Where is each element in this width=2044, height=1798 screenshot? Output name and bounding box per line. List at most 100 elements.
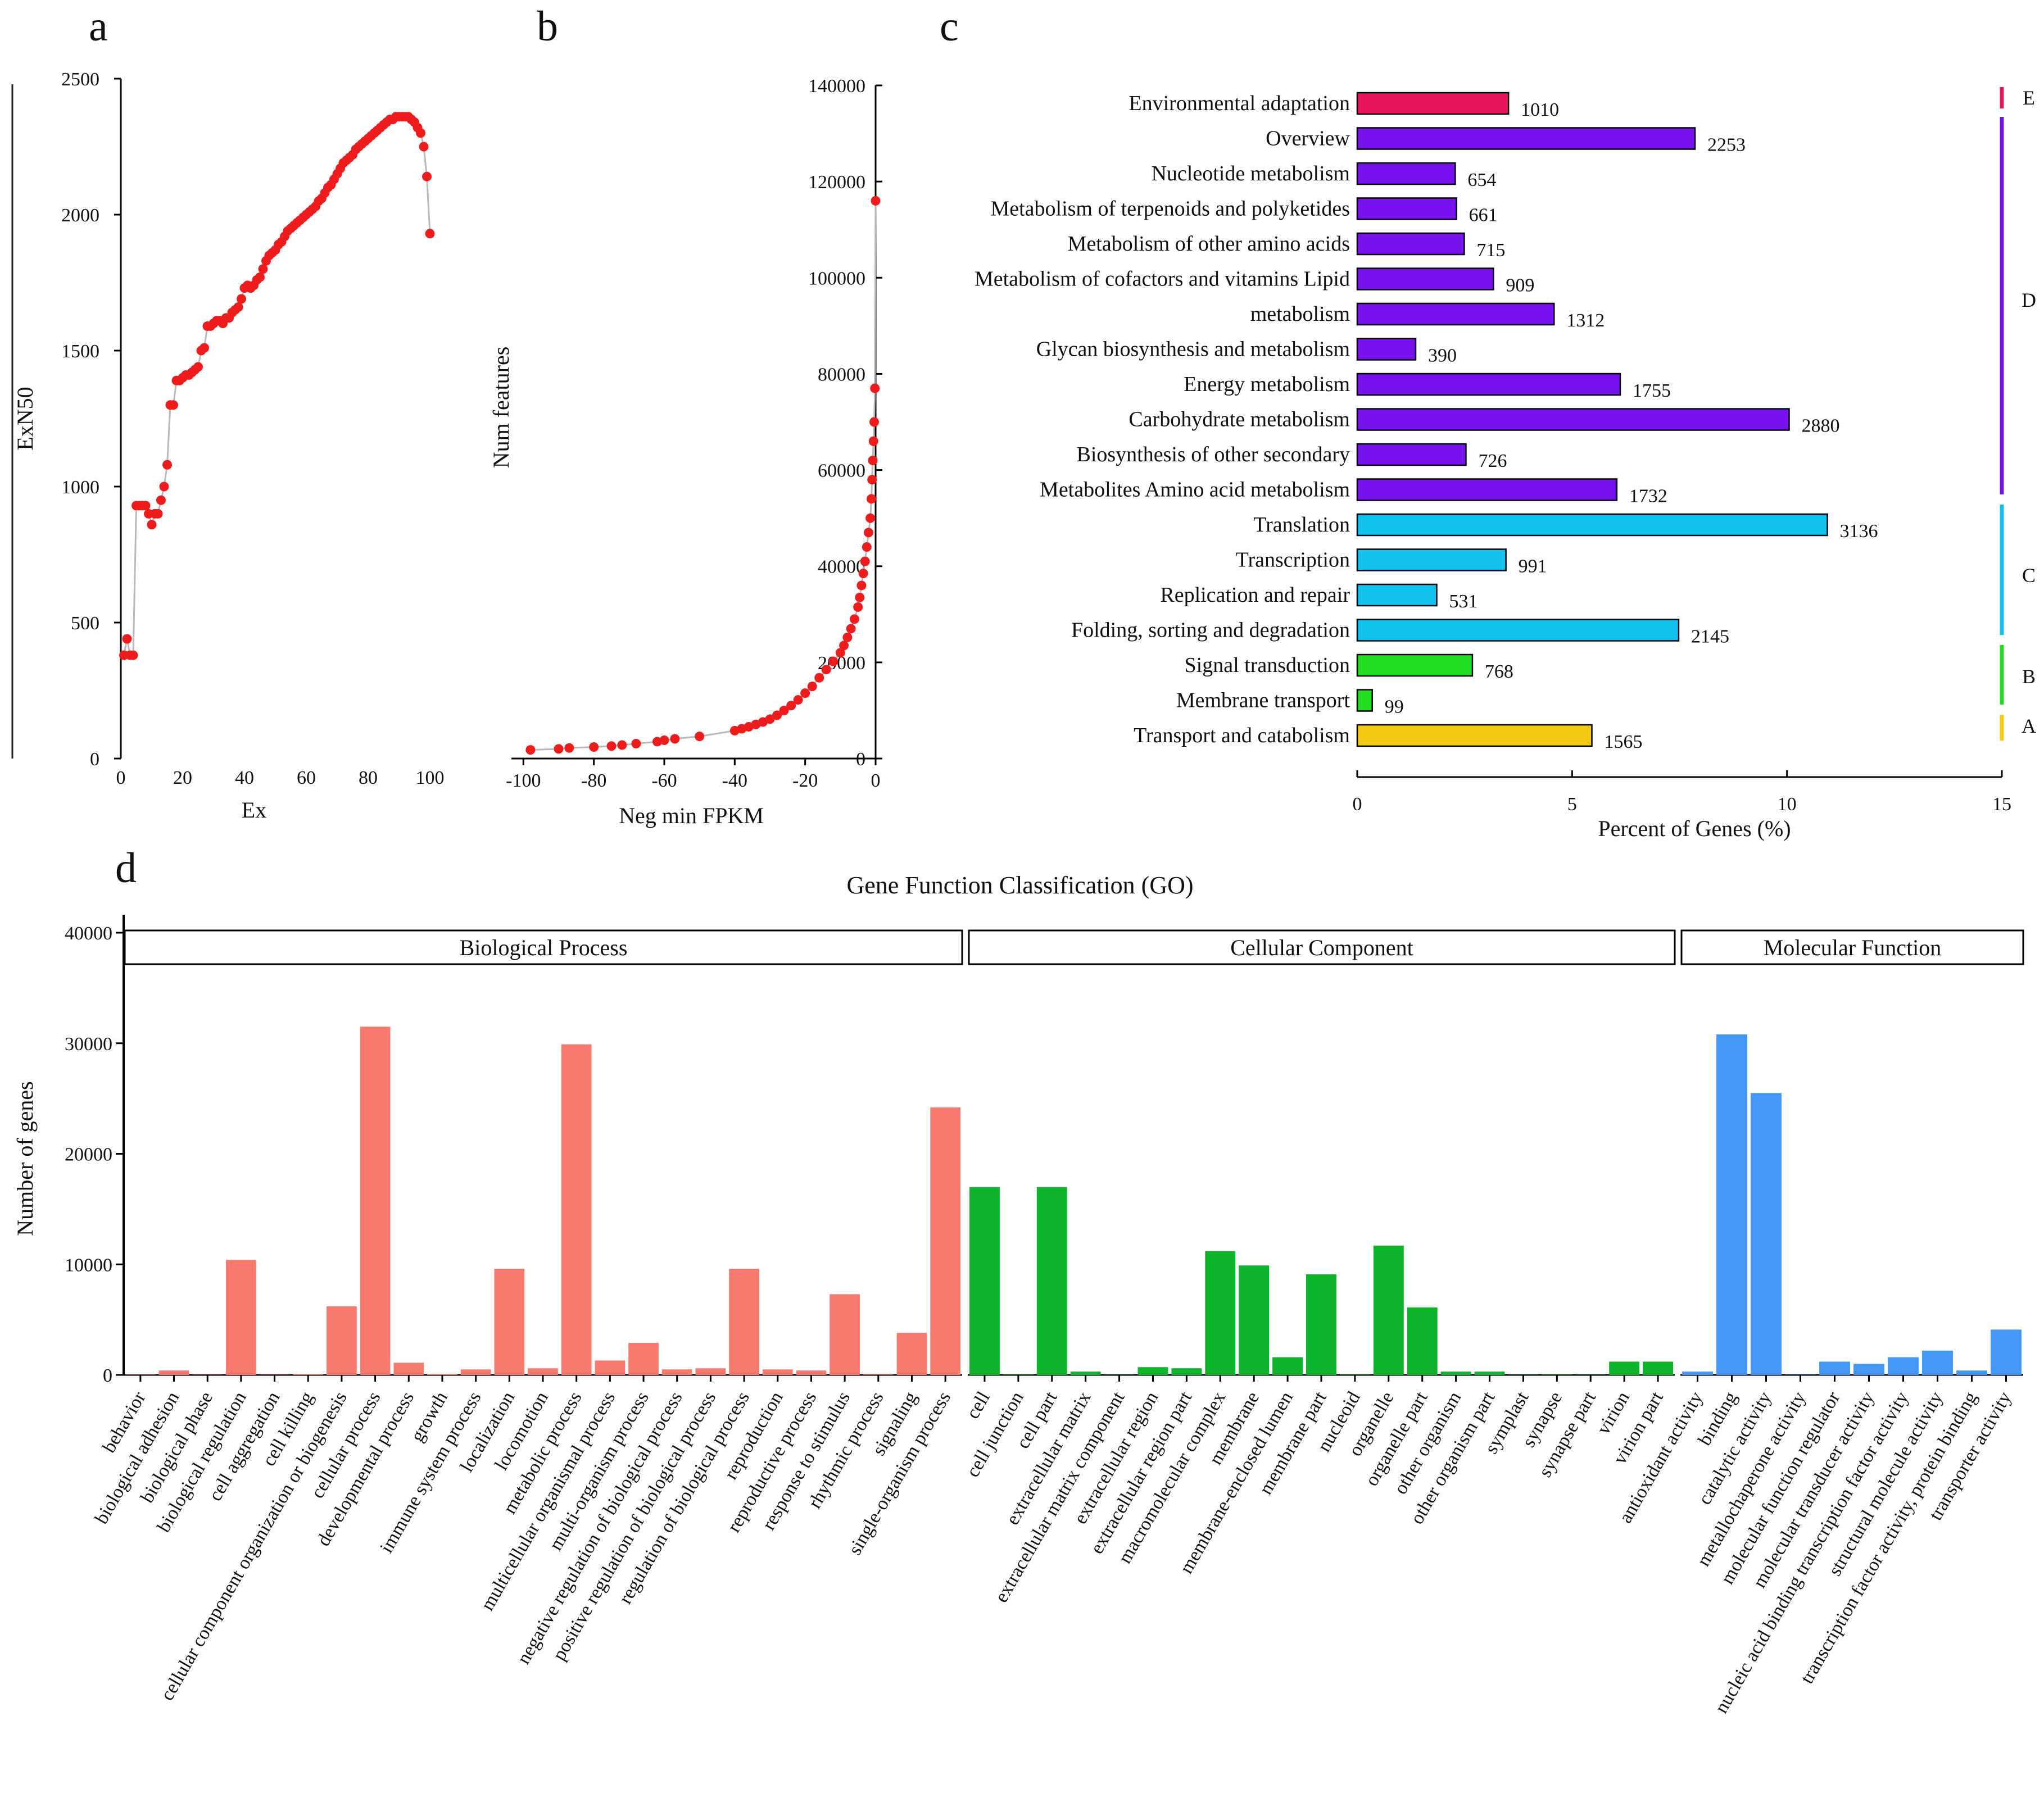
b-data-point: [870, 383, 880, 393]
c-category-label: Folding, sorting and degradation: [1071, 619, 1350, 642]
c-value-label: 991: [1519, 556, 1547, 577]
d-chart-title: Gene Function Classification (GO): [846, 871, 1193, 899]
a-data-point: [233, 302, 243, 312]
a-x-tick-label: 20: [173, 768, 192, 788]
d-bar: [1373, 1245, 1404, 1375]
c-value-label: 1565: [1605, 732, 1643, 752]
d-bar: [1991, 1329, 2022, 1375]
a-y-axis-title: ExN50: [12, 387, 38, 450]
panel-b-num-features-chart: 020000400006000080000100000120000140000-…: [488, 76, 882, 828]
a-data-point: [419, 142, 429, 152]
c-x-tick-label: 0: [1353, 794, 1362, 815]
b-data-point: [814, 673, 824, 683]
a-data-point: [128, 650, 138, 660]
c-bar: [1356, 373, 1621, 396]
d-bar: [1609, 1361, 1640, 1375]
c-category-label: Translation: [1253, 513, 1350, 537]
b-data-point: [849, 614, 859, 624]
d-y-tick-label: 40000: [65, 923, 112, 944]
d-bar: [1440, 1372, 1471, 1375]
b-data-point: [868, 436, 878, 446]
c-value-label: 726: [1478, 451, 1507, 471]
a-x-tick-label: 40: [235, 768, 254, 788]
panel-letter-c: c: [940, 3, 959, 50]
d-bar: [125, 1374, 156, 1375]
c-value-label: 1732: [1629, 486, 1667, 507]
d-bar: [226, 1260, 256, 1375]
c-category-label: Metabolism of terpenoids and polyketides: [990, 197, 1350, 221]
c-bar: [1356, 267, 1494, 290]
d-bar: [528, 1368, 558, 1375]
d-bar: [1542, 1374, 1572, 1375]
a-series-line: [123, 116, 431, 656]
c-category-label: Metabolites Amino acid metabolism: [1040, 478, 1350, 502]
b-data-point: [860, 556, 870, 566]
d-bar: [1407, 1307, 1438, 1375]
b-data-point: [858, 569, 868, 579]
c-bar: [1356, 443, 1467, 466]
c-bar: [1356, 513, 1828, 537]
c-x-tick-label: 10: [1778, 794, 1797, 815]
d-bar: [896, 1333, 927, 1375]
b-x-axis-title: Neg min FPKM: [619, 803, 764, 828]
b-data-point: [855, 592, 865, 602]
d-bar: [1306, 1274, 1336, 1375]
d-bar: [1137, 1367, 1168, 1375]
b-data-point: [853, 602, 863, 612]
b-data-point: [871, 196, 881, 206]
c-group-label: B: [2022, 665, 2036, 688]
c-value-label: 99: [1385, 697, 1404, 718]
d-bar: [158, 1370, 189, 1375]
c-category-label: Glycan biosynthesis and metabolism: [1036, 338, 1350, 361]
d-facet-label: Cellular Component: [1230, 935, 1413, 960]
b-data-point: [867, 475, 877, 485]
a-y-tick-label: 2500: [61, 69, 99, 90]
d-facet-strip: [968, 929, 1676, 965]
b-data-point: [835, 648, 845, 658]
c-category-label: Nucleotide metabolism: [1151, 162, 1350, 185]
d-bar: [1171, 1368, 1202, 1375]
b-data-point: [807, 682, 817, 692]
c-bar: [1356, 583, 1438, 607]
d-bar: [729, 1269, 759, 1375]
b-x-tick-label: -20: [792, 770, 818, 791]
c-category-label: Biosynthesis of other secondary: [1076, 443, 1350, 466]
b-data-point: [765, 714, 775, 724]
a-y-tick-label: 500: [71, 613, 99, 634]
a-x-tick-label: 80: [359, 768, 378, 788]
d-bar: [1205, 1251, 1236, 1375]
d-bar: [561, 1044, 592, 1375]
a-x-axis-title: Ex: [242, 797, 266, 823]
c-bar: [1356, 197, 1457, 220]
c-x-axis-title: Percent of Genes (%): [1598, 816, 1791, 841]
d-bar: [1036, 1187, 1067, 1375]
c-value-label: 1755: [1633, 380, 1671, 401]
b-y-tick-label: 0: [856, 749, 865, 770]
b-data-point: [839, 641, 849, 651]
b-x-tick-label: -60: [651, 770, 677, 791]
c-bar: [1356, 689, 1374, 712]
c-value-label: 654: [1467, 170, 1496, 190]
d-y-axis-title: Number of genes: [12, 1081, 38, 1236]
d-bar: [628, 1342, 659, 1375]
c-group-label: E: [2023, 87, 2035, 109]
d-bar: [695, 1368, 726, 1375]
a-x-tick-label: 0: [116, 768, 126, 788]
a-data-point: [255, 272, 265, 282]
b-data-point: [631, 738, 641, 748]
a-data-point: [156, 495, 166, 505]
a-data-point: [153, 508, 163, 519]
d-bar: [1070, 1372, 1101, 1375]
c-bar: [1356, 92, 1510, 115]
b-data-point: [865, 513, 876, 523]
b-data-point: [846, 624, 856, 634]
b-data-point: [842, 632, 853, 642]
b-data-point: [862, 542, 872, 552]
a-data-point: [162, 460, 172, 470]
c-value-label: 715: [1476, 240, 1505, 261]
d-bar: [427, 1374, 457, 1375]
d-y-tick-label: 10000: [65, 1255, 112, 1275]
d-bar: [1956, 1370, 1987, 1375]
b-x-tick-label: -100: [506, 770, 541, 791]
